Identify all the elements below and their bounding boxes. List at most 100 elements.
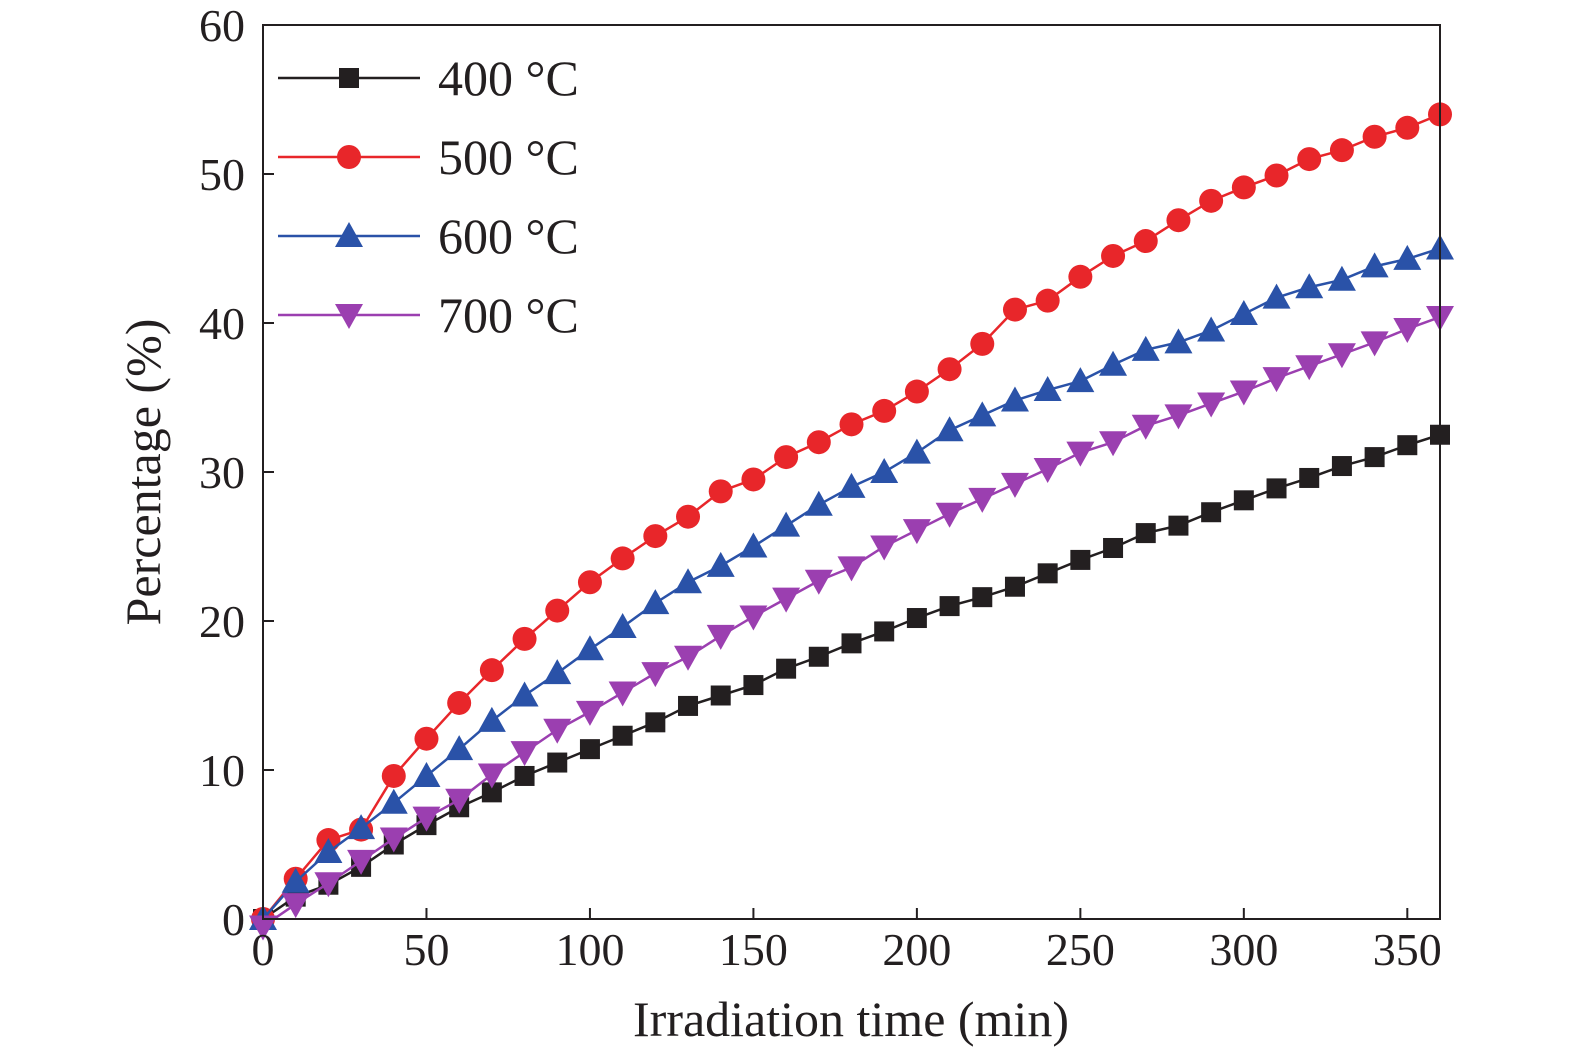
data-point xyxy=(547,752,568,773)
data-point xyxy=(510,681,539,707)
data-point xyxy=(935,416,964,442)
legend-item: 500 °C xyxy=(278,129,579,185)
data-point xyxy=(841,633,862,654)
data-point xyxy=(1266,478,1287,499)
data-point xyxy=(545,598,570,623)
data-point xyxy=(1166,208,1191,233)
x-tick-label: 300 xyxy=(1209,924,1278,975)
data-point xyxy=(641,589,670,615)
data-point xyxy=(347,814,376,840)
data-point xyxy=(1168,515,1189,536)
legend-label: 500 °C xyxy=(438,129,579,185)
data-point xyxy=(872,398,897,423)
data-point xyxy=(1135,523,1156,544)
x-tick-label: 100 xyxy=(555,924,624,975)
data-point xyxy=(379,827,408,853)
data-point xyxy=(1035,288,1060,313)
data-point xyxy=(743,675,764,696)
data-point xyxy=(1037,563,1058,584)
y-axis-title: Percentage (%) xyxy=(115,319,171,626)
data-point xyxy=(1000,386,1029,412)
data-point xyxy=(641,662,670,688)
data-point xyxy=(741,467,766,492)
data-point xyxy=(939,596,960,617)
data-point xyxy=(1197,392,1226,418)
data-point xyxy=(776,658,797,679)
x-tick-label: 200 xyxy=(882,924,951,975)
data-point xyxy=(1131,335,1160,361)
legend-item: 600 °C xyxy=(278,208,579,264)
data-point xyxy=(447,690,472,715)
series-1 xyxy=(253,424,1450,929)
data-point xyxy=(1327,343,1356,369)
data-point xyxy=(1229,300,1258,326)
data-point xyxy=(445,735,474,761)
legend-item: 400 °C xyxy=(278,50,579,106)
data-point xyxy=(612,725,633,746)
data-point xyxy=(477,763,506,789)
y-tick-label: 30 xyxy=(199,447,245,498)
data-point xyxy=(937,357,962,382)
legend-label: 600 °C xyxy=(438,208,579,264)
y-tick-label: 60 xyxy=(199,0,245,51)
data-point xyxy=(906,608,927,629)
data-point xyxy=(579,739,600,760)
data-point xyxy=(804,569,833,595)
data-point xyxy=(1099,350,1128,376)
data-point xyxy=(481,782,502,803)
data-point xyxy=(1295,273,1324,299)
data-point xyxy=(512,626,537,651)
x-tick-label: 250 xyxy=(1046,924,1115,975)
data-point xyxy=(1000,472,1029,498)
data-point xyxy=(314,872,343,898)
x-tick-label: 0 xyxy=(252,924,275,975)
data-point xyxy=(968,401,997,427)
data-point xyxy=(1068,264,1093,289)
series-4 xyxy=(249,306,1454,941)
data-point xyxy=(1360,252,1389,278)
series-line xyxy=(262,315,1441,928)
x-axis-title: Irradiation time (min) xyxy=(633,991,1069,1047)
y-tick-label: 40 xyxy=(199,298,245,349)
data-point xyxy=(1329,138,1354,163)
y-tick-label: 0 xyxy=(222,894,245,945)
data-point xyxy=(902,438,931,464)
data-point xyxy=(543,659,572,685)
data-point xyxy=(575,700,604,726)
data-point xyxy=(479,658,504,683)
data-point xyxy=(1331,456,1352,477)
data-point xyxy=(1099,431,1128,457)
y-tick-label: 20 xyxy=(199,596,245,647)
data-point xyxy=(610,546,635,571)
data-point xyxy=(543,718,572,744)
data-point xyxy=(1201,502,1222,523)
data-point xyxy=(970,331,995,356)
data-point xyxy=(1004,576,1025,597)
data-point xyxy=(347,849,376,875)
data-point xyxy=(643,524,668,549)
data-point xyxy=(837,472,866,498)
y-tick-label: 50 xyxy=(199,149,245,200)
legend-marker xyxy=(335,304,363,329)
data-point xyxy=(1033,376,1062,402)
data-point xyxy=(772,511,801,537)
data-point xyxy=(708,479,733,504)
x-tick-label: 350 xyxy=(1373,924,1442,975)
data-point xyxy=(1360,331,1389,357)
data-point xyxy=(1297,147,1322,172)
data-point xyxy=(674,645,703,671)
data-point xyxy=(1070,549,1091,570)
data-point xyxy=(710,685,731,706)
data-point xyxy=(1264,163,1289,188)
data-point xyxy=(808,646,829,667)
data-point xyxy=(1299,467,1320,488)
data-point xyxy=(1393,317,1422,343)
legend-marker xyxy=(335,222,363,247)
data-point xyxy=(1002,297,1027,322)
data-point xyxy=(414,726,439,751)
data-point xyxy=(870,535,899,561)
series-3 xyxy=(249,234,1454,930)
data-point xyxy=(678,695,699,716)
data-point xyxy=(379,788,408,814)
